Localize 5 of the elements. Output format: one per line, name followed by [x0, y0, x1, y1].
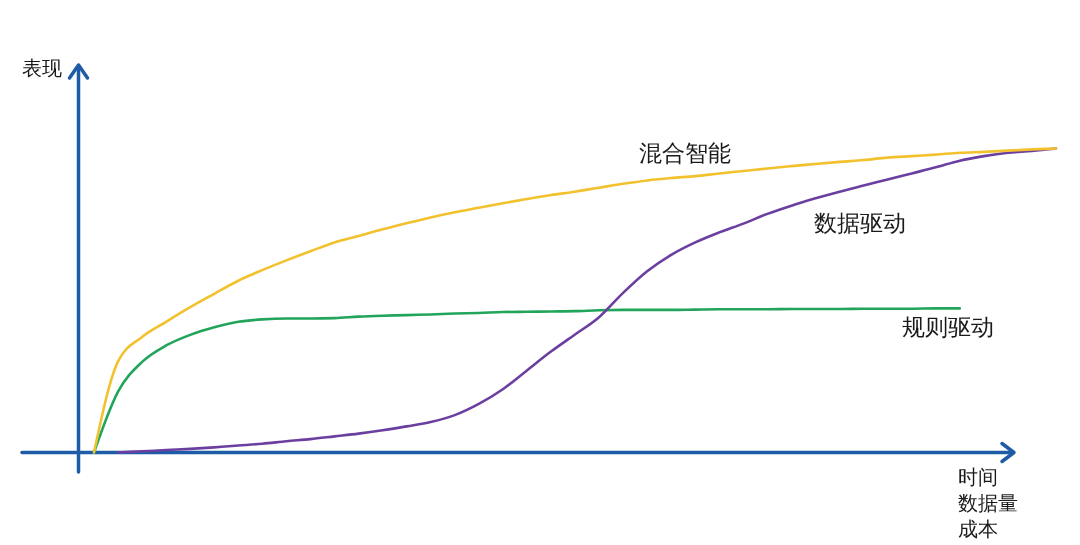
x-axis-title: 时间数据量成本 — [958, 465, 1019, 542]
y-axis-title: 表现 — [22, 57, 62, 79]
series-label: 混合智能 — [639, 140, 731, 166]
series-label: 规则驱动 — [902, 314, 994, 340]
series-label: 数据驱动 — [814, 210, 906, 236]
